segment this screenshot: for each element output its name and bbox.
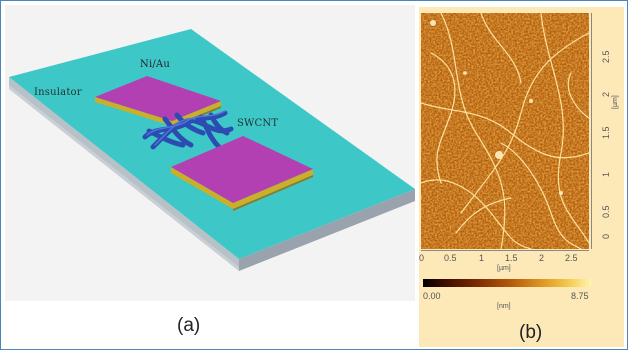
panel-a-device-schematic: Insulator Ni/Au SWCNT bbox=[5, 5, 415, 301]
y-tick-0: 0 bbox=[601, 233, 611, 239]
afm-height-map bbox=[421, 13, 589, 249]
x-tick-1: 1 bbox=[479, 253, 485, 263]
contact-pad-upper bbox=[95, 76, 221, 121]
x-unit-label: [µm] bbox=[497, 265, 511, 272]
y-tick-2: 2 bbox=[601, 91, 611, 97]
scale-max-label: 8.75 bbox=[571, 291, 589, 301]
y-tick-1: 1 bbox=[601, 171, 611, 177]
panel-a-caption: (a) bbox=[177, 315, 201, 336]
x-tick-0-5: 0.5 bbox=[444, 253, 457, 263]
y-tick-2-5: 2.5 bbox=[601, 50, 611, 63]
x-tick-2-5: 2.5 bbox=[565, 253, 578, 263]
ni-au-label: Ni/Au bbox=[140, 59, 170, 70]
y-tick-1-5: 1.5 bbox=[601, 126, 611, 139]
x-tick-0: 0 bbox=[419, 253, 425, 263]
x-tick-2: 2 bbox=[539, 253, 545, 263]
panel-b-caption: (b) bbox=[519, 322, 543, 343]
afm-particles bbox=[430, 20, 563, 195]
panel-b-afm: 0 0.5 1 1.5 2 2.5 [µm] 0 0.5 1 1.5 2 2.5… bbox=[419, 7, 624, 347]
height-color-scale bbox=[423, 279, 591, 287]
nanotube-strands bbox=[421, 13, 589, 249]
insulator-label: Insulator bbox=[34, 87, 82, 98]
afm-height-image bbox=[421, 13, 589, 249]
swcnt-label: SWCNT bbox=[237, 118, 279, 129]
x-tick-1-5: 1.5 bbox=[505, 253, 518, 263]
y-unit-label: [µm] bbox=[612, 95, 619, 109]
substrate-top bbox=[9, 29, 415, 259]
scale-min-label: 0.00 bbox=[423, 291, 441, 301]
device-schematic-drawing bbox=[9, 29, 415, 271]
x-axis-line bbox=[421, 250, 589, 251]
y-axis-line bbox=[591, 13, 592, 249]
contact-pad-lower-edge bbox=[171, 167, 313, 209]
y-tick-0-5: 0.5 bbox=[601, 205, 611, 218]
contact-pad-lower bbox=[171, 136, 313, 203]
scale-unit-label: [nm] bbox=[497, 303, 511, 310]
substrate-side-right bbox=[239, 189, 415, 271]
